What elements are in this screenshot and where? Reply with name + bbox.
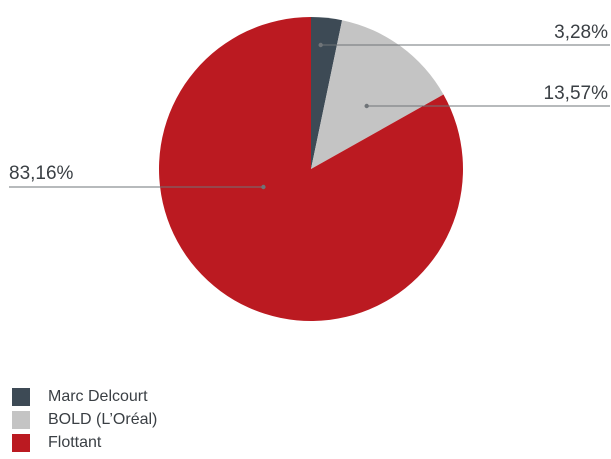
leader-lines	[9, 42, 610, 190]
legend-item-bold-loreal: BOLD (L’Oréal)	[12, 408, 312, 431]
data-label-flottant: 83,16%	[9, 163, 74, 184]
pie-slices	[159, 17, 464, 321]
data-label-marc-delcourt: 3,28%	[554, 22, 608, 43]
legend-item-flottant: Flottant	[12, 431, 312, 454]
pie-slice-flottant	[159, 17, 464, 321]
pie-slice-marc-delcourt	[311, 17, 343, 169]
legend-swatch-bold-loreal	[12, 410, 30, 429]
pie-slice-bold-l-oreal	[311, 20, 444, 170]
legend: Marc Delcourt BOLD (L’Oréal) Flottant	[12, 385, 312, 454]
legend-swatch-flottant	[12, 433, 30, 452]
legend-item-marc-delcourt: Marc Delcourt	[12, 385, 312, 408]
legend-label-flottant: Flottant	[48, 433, 102, 451]
legend-label-bold-loreal: BOLD (L’Oréal)	[48, 410, 158, 428]
legend-swatch-marc-delcourt	[12, 387, 30, 406]
data-labels: 3,28% 13,57% 83,16%	[9, 22, 608, 184]
data-label-bold-l-oreal: 13,57%	[544, 83, 609, 104]
legend-label-marc-delcourt: Marc Delcourt	[48, 387, 148, 405]
